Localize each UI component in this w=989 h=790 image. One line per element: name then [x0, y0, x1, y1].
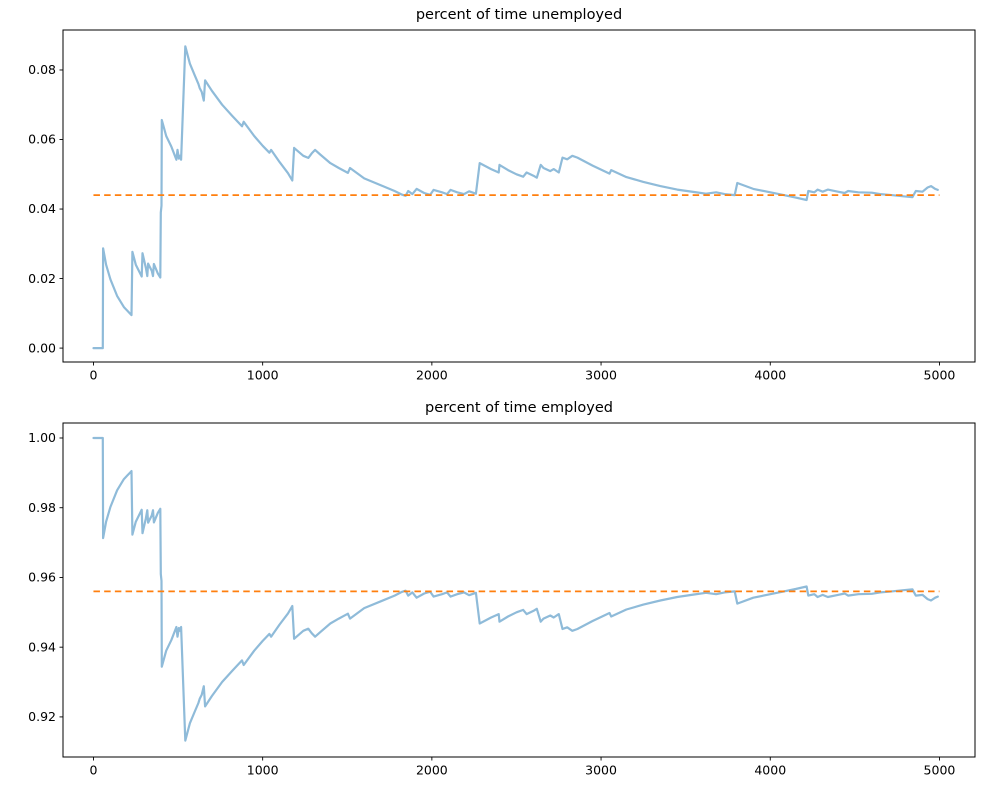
cumulative-share-employed [92, 436, 939, 742]
y-tick-label: 0.06 [28, 132, 56, 147]
x-tick-label: 4000 [754, 368, 786, 383]
x-tick-label: 4000 [754, 763, 786, 778]
y-tick-label: 0.98 [28, 500, 56, 515]
x-tick-label: 0 [89, 763, 97, 778]
axes-box [62, 29, 976, 363]
cumulative-share-unemployed [92, 45, 939, 350]
x-tick-label: 3000 [585, 368, 617, 383]
x-tick-label: 0 [89, 368, 97, 383]
subplot-title-employed: percent of time employed [425, 400, 613, 416]
y-tick-label: 0.96 [28, 570, 56, 585]
y-tick-label: 0.00 [28, 340, 56, 355]
x-tick-label: 2000 [416, 763, 448, 778]
x-tick-label: 2000 [416, 368, 448, 383]
x-tick-label: 1000 [247, 368, 279, 383]
x-tick-label: 5000 [924, 763, 956, 778]
x-tick-label: 5000 [924, 368, 956, 383]
x-tick-label: 1000 [247, 763, 279, 778]
y-tick-label: 0.08 [28, 62, 56, 77]
chart-unemployed: 0 1000 2000 3000 4000 5000 0.00 0.02 0.04 0.06 0.0… [28, 29, 976, 383]
y-tick-label: 0.02 [28, 271, 56, 286]
x-tick-label: 3000 [585, 763, 617, 778]
y-tick-label: 0.94 [28, 639, 56, 654]
axes-box [62, 422, 976, 758]
subplot-title-unemployed: percent of time unemployed [415, 7, 623, 23]
y-tick-label: 0.92 [28, 709, 56, 724]
y-tick-label: 1.00 [28, 430, 56, 445]
chart-employed: 0 1000 2000 3000 4000 5000 0.92 0.94 0.96 0.98 1.0… [28, 422, 976, 778]
y-tick-label: 0.04 [28, 201, 56, 216]
